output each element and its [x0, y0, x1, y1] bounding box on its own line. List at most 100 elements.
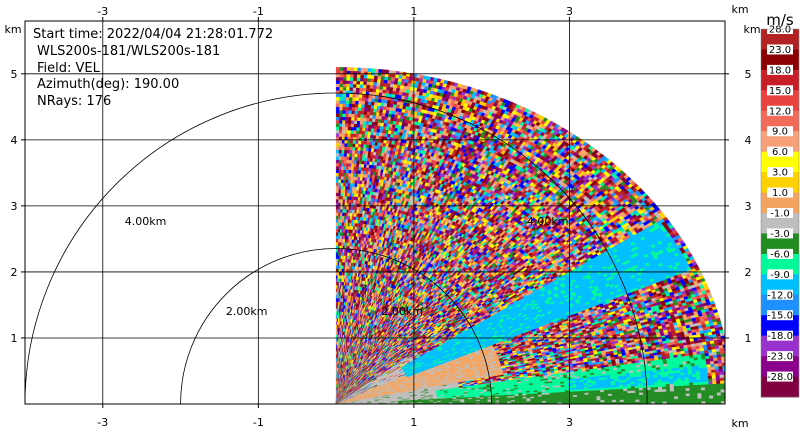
velocity-cell — [681, 382, 686, 386]
velocity-cell — [526, 397, 531, 400]
velocity-cell — [719, 374, 724, 378]
velocity-cell — [670, 391, 675, 395]
velocity-cell — [716, 392, 722, 396]
velocity-cell — [681, 387, 686, 392]
velocity-cell — [627, 394, 632, 398]
velocity-cell — [709, 398, 714, 402]
velocity-cell — [627, 399, 632, 402]
velocity-cell — [705, 392, 710, 396]
velocity-cell — [650, 384, 655, 388]
velocity-cell — [666, 398, 671, 402]
velocity-cell — [600, 391, 605, 395]
velocity-cell — [654, 391, 659, 395]
velocity-cell — [638, 392, 644, 395]
velocity-cell — [600, 395, 605, 399]
velocity-cell — [650, 396, 656, 400]
velocity-cell — [611, 389, 616, 392]
velocity-cell — [557, 395, 562, 398]
velocity-cell — [672, 370, 677, 374]
velocity-cell — [656, 374, 662, 378]
velocity-cell — [541, 399, 547, 402]
velocity-cell — [526, 400, 531, 403]
velocity-cell — [673, 385, 678, 389]
velocity-cell — [650, 389, 655, 393]
velocity-cell — [696, 384, 702, 388]
velocity-cell — [603, 391, 609, 394]
velocity-cell — [669, 388, 675, 392]
velocity-cell — [664, 376, 670, 380]
velocity-cell — [638, 387, 644, 391]
velocity-cell — [600, 397, 605, 401]
velocity-cell — [657, 381, 663, 385]
velocity-cell — [676, 375, 681, 379]
velocity-cell — [642, 389, 648, 393]
velocity-cell — [697, 398, 702, 402]
velocity-cell — [588, 399, 593, 403]
velocity-cell — [591, 386, 597, 389]
velocity-cell — [611, 397, 617, 400]
velocity-cell — [592, 392, 597, 395]
velocity-cell — [607, 389, 612, 392]
velocity-cell — [565, 396, 570, 399]
velocity-cell — [693, 392, 698, 397]
velocity-cell — [592, 399, 597, 403]
velocity-cell — [720, 400, 725, 404]
velocity-cell — [681, 385, 686, 389]
velocity-cell — [661, 383, 667, 387]
velocity-cell — [716, 395, 722, 399]
velocity-cell — [600, 393, 605, 397]
velocity-cell — [650, 399, 656, 402]
velocity-cell — [729, 392, 733, 395]
velocity-cell — [719, 380, 725, 384]
velocity-cell — [642, 385, 647, 388]
velocity-cell — [711, 377, 717, 382]
velocity-cell — [720, 395, 725, 399]
velocity-cell — [717, 398, 722, 402]
velocity-cell — [658, 389, 663, 392]
velocity-cell — [677, 393, 683, 397]
velocity-cell — [727, 371, 731, 374]
velocity-cell — [681, 393, 687, 397]
velocity-cell — [627, 397, 632, 400]
velocity-cell — [541, 394, 547, 397]
velocity-cell — [483, 400, 488, 402]
velocity-cell — [561, 400, 566, 403]
velocity-cell — [665, 386, 671, 390]
velocity-cell — [615, 390, 620, 394]
velocity-cell — [678, 398, 683, 402]
velocity-cell — [604, 395, 609, 399]
velocity-cell — [720, 389, 725, 393]
velocity-cell — [696, 376, 701, 380]
velocity-cell — [719, 377, 725, 381]
velocity-cell — [639, 396, 644, 400]
velocity-cell — [615, 388, 620, 392]
velocity-cell — [580, 394, 585, 397]
velocity-cell — [673, 388, 679, 392]
velocity-cell — [685, 393, 691, 397]
velocity-cell — [580, 396, 586, 399]
velocity-cell — [707, 375, 713, 379]
velocity-cell — [553, 397, 558, 400]
velocity-cell — [611, 391, 616, 394]
velocity-cell — [654, 398, 660, 402]
velocity-cell — [705, 398, 710, 402]
velocity-cell — [665, 378, 670, 382]
velocity-cell — [708, 381, 713, 385]
velocity-cell — [729, 395, 733, 398]
velocity-cell — [729, 398, 733, 401]
velocity-cell — [572, 394, 578, 397]
velocity-cell — [592, 397, 597, 401]
velocity-cell — [716, 380, 721, 384]
velocity-cell — [726, 365, 730, 368]
velocity-cell — [638, 382, 643, 386]
velocity-cell — [718, 368, 724, 373]
velocity-cell — [658, 398, 663, 402]
velocity-cell — [714, 366, 720, 370]
velocity-cell — [668, 373, 673, 377]
velocity-cell — [642, 387, 647, 391]
velocity-cell — [596, 397, 601, 401]
velocity-cell — [699, 373, 705, 377]
velocity-cell — [718, 365, 723, 370]
velocity-cell — [677, 385, 682, 389]
velocity-cell — [657, 376, 662, 380]
